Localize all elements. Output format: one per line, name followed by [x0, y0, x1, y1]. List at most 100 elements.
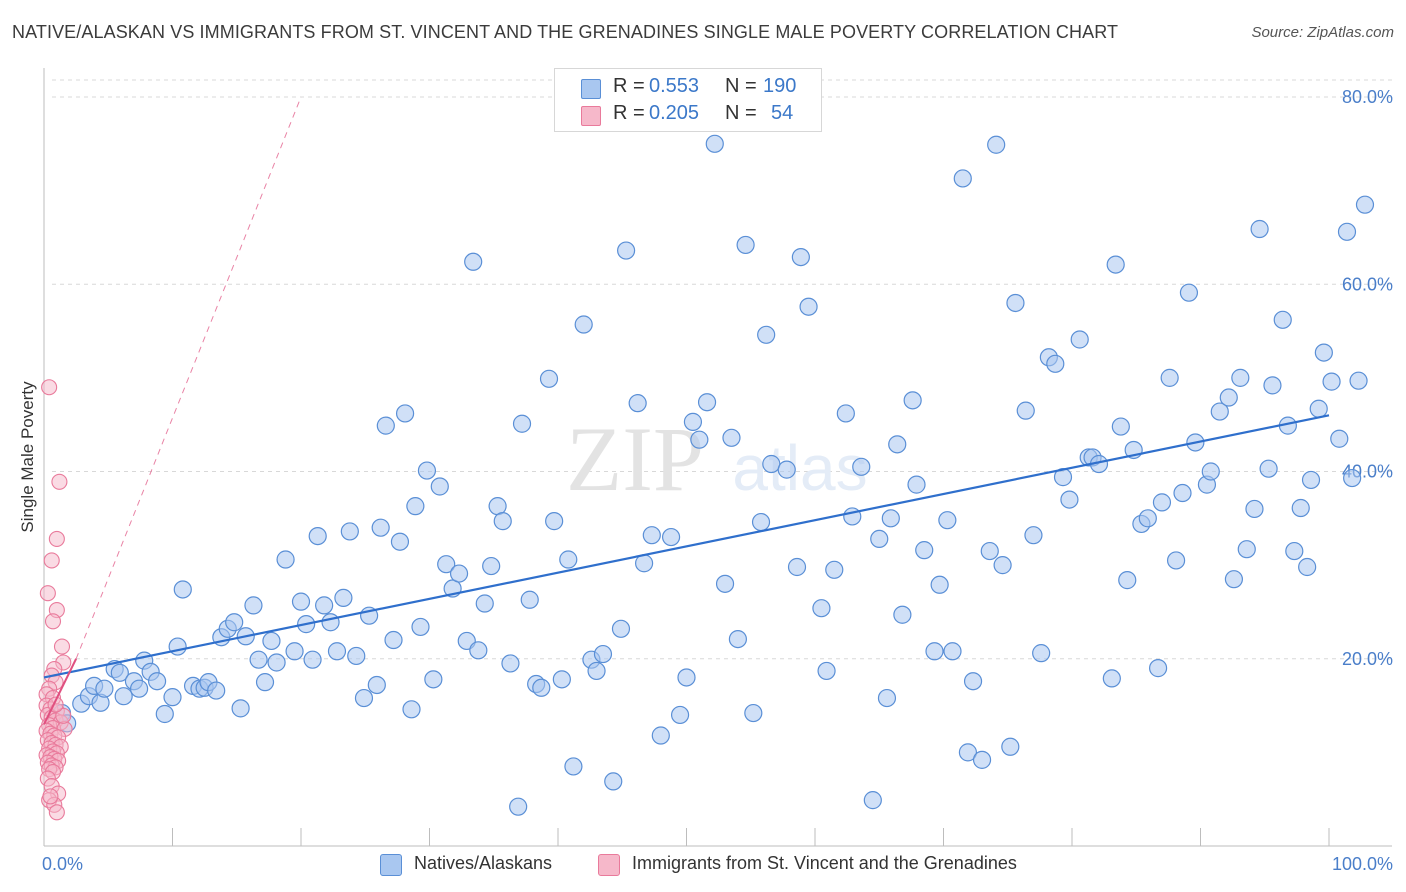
- natives-point-92: [661, 527, 681, 547]
- natives-point-59: [430, 477, 449, 496]
- watermark-atlas: atlas: [732, 432, 867, 504]
- natives-point-58: [424, 670, 443, 689]
- natives-point-49: [371, 518, 390, 537]
- natives-point-80: [564, 757, 583, 776]
- natives-point-35: [285, 642, 304, 661]
- natives-point-169: [1231, 368, 1250, 387]
- natives-point-171: [1245, 499, 1264, 519]
- natives-point-146: [1070, 330, 1089, 349]
- natives-point-153: [1118, 571, 1137, 590]
- natives-point-122: [893, 605, 912, 624]
- natives-point-107: [777, 460, 796, 479]
- series-natives-points: [52, 134, 1375, 816]
- immigrants-point-52: [55, 707, 72, 724]
- natives-point-118: [870, 529, 889, 549]
- natives-point-73: [520, 590, 539, 609]
- natives-point-167: [1219, 388, 1238, 407]
- natives-point-93: [670, 705, 690, 725]
- immigrants-point-50: [48, 804, 65, 821]
- natives-point-26: [225, 613, 244, 632]
- natives-point-65: [469, 641, 488, 660]
- natives-point-79: [559, 550, 578, 569]
- gridlines: [52, 79, 1392, 660]
- natives-point-88: [628, 394, 647, 413]
- natives-point-151: [1106, 255, 1125, 274]
- natives-point-108: [787, 557, 807, 577]
- natives-point-101: [728, 629, 748, 649]
- y-tick-label-80: 80.0%: [1342, 87, 1393, 107]
- natives-point-87: [617, 241, 636, 260]
- natives-point-15: [155, 704, 174, 724]
- legend-label-immigrants: Immigrants from St. Vincent and the Gren…: [632, 853, 1017, 873]
- natives-point-161: [1173, 483, 1192, 503]
- natives-point-83: [587, 661, 606, 681]
- immigrants-point-7: [53, 638, 71, 655]
- natives-point-128: [938, 511, 957, 530]
- natives-point-36: [291, 592, 311, 611]
- natives-point-137: [1001, 737, 1020, 756]
- natives-point-97: [697, 393, 717, 412]
- natives-point-111: [812, 599, 831, 618]
- natives-point-43: [334, 588, 353, 607]
- stats-swatch-natives: [581, 79, 601, 99]
- immigrants-point-4: [39, 585, 56, 602]
- legend-label-natives: Natives/Alaskans: [414, 853, 553, 873]
- natives-point-120: [881, 509, 900, 528]
- immigrants-trend-line: [43, 658, 78, 725]
- watermark: ZIP atlas: [566, 408, 868, 510]
- natives-point-33: [267, 653, 286, 672]
- natives-point-66: [475, 594, 494, 613]
- natives-point-53: [395, 404, 415, 423]
- stats-box: R = 0.553 N = 190 R = 0.205 N = 54: [554, 68, 822, 132]
- legend-swatch-natives: [380, 854, 402, 876]
- natives-point-145: [1060, 490, 1079, 509]
- natives-point-104: [751, 512, 771, 532]
- natives-point-85: [604, 772, 623, 791]
- natives-point-91: [651, 726, 670, 745]
- natives-point-99: [715, 574, 735, 593]
- natives-point-106: [762, 454, 781, 474]
- natives-point-102: [736, 235, 755, 255]
- natives-point-172: [1250, 219, 1269, 239]
- natives-point-77: [545, 512, 564, 531]
- natives-point-32: [262, 631, 281, 651]
- natives-point-100: [722, 428, 741, 447]
- natives-point-178: [1291, 498, 1310, 518]
- natives-point-114: [836, 404, 855, 423]
- immigrants-point-2: [48, 530, 65, 547]
- natives-point-166: [1210, 402, 1229, 421]
- r-value: 0.553: [649, 75, 700, 97]
- natives-point-124: [907, 475, 926, 494]
- natives-point-70: [501, 654, 520, 673]
- natives-point-121: [888, 435, 907, 454]
- natives-point-170: [1237, 540, 1256, 559]
- natives-point-136: [993, 556, 1012, 575]
- natives-point-94: [677, 668, 696, 687]
- natives-point-182: [1314, 343, 1333, 362]
- natives-point-27: [231, 699, 250, 718]
- natives-point-69: [493, 512, 512, 531]
- natives-point-76: [539, 369, 559, 388]
- natives-point-48: [367, 675, 386, 695]
- natives-point-9: [114, 687, 133, 706]
- natives-point-60: [437, 555, 456, 574]
- natives-point-6: [95, 679, 114, 698]
- natives-point-168: [1224, 570, 1244, 589]
- natives-point-177: [1285, 541, 1304, 561]
- immigrants-point-6: [44, 613, 62, 630]
- natives-point-179: [1298, 557, 1317, 577]
- immigrants-trend-extension: [75, 96, 302, 659]
- natives-point-127: [930, 575, 949, 594]
- natives-point-186: [1343, 468, 1362, 488]
- immigrants-point-51: [42, 788, 59, 805]
- trend-lines: [43, 96, 1330, 725]
- n-label: N =: [725, 102, 757, 124]
- natives-point-16: [163, 688, 182, 707]
- n-label: N =: [725, 75, 757, 97]
- natives-point-141: [1032, 644, 1051, 663]
- natives-point-135: [987, 135, 1006, 154]
- n-value: 190: [763, 75, 797, 97]
- natives-point-86: [611, 619, 631, 638]
- immigrants-point-0: [41, 379, 58, 396]
